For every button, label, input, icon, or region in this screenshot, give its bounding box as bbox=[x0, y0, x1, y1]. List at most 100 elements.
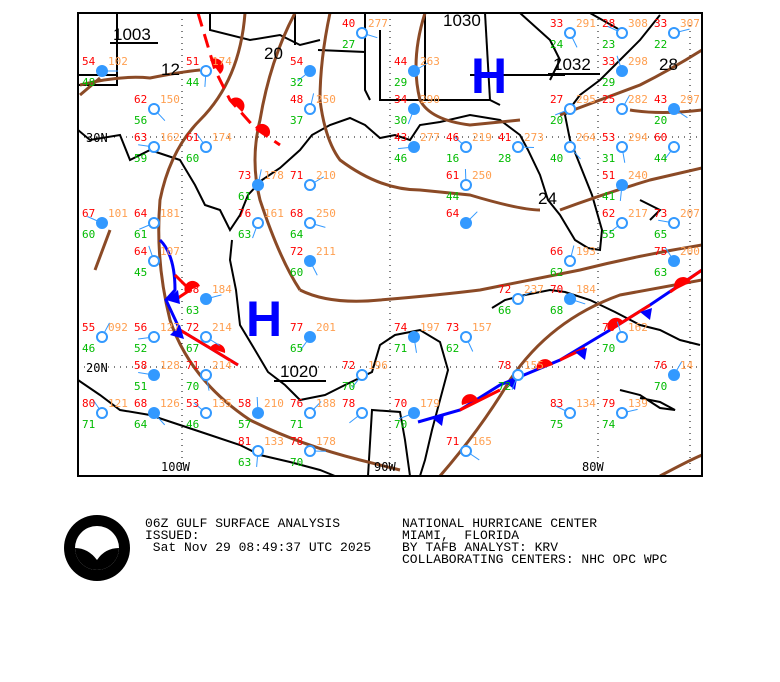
station-circle-icon bbox=[148, 369, 160, 381]
dewpoint: 71 bbox=[290, 418, 303, 431]
station-plot: 73 65 207 bbox=[654, 207, 700, 241]
station-plot: 71 210 bbox=[290, 169, 336, 191]
station-plot: 75 63 200 bbox=[654, 245, 700, 279]
pressure: 295 bbox=[576, 93, 596, 106]
station-circle-icon bbox=[200, 65, 212, 77]
dewpoint: 71 bbox=[394, 342, 407, 355]
dewpoint: 32 bbox=[290, 76, 303, 89]
station-plot: 27 20 295 bbox=[550, 93, 596, 127]
issued-time: Sat Nov 29 08:49:37 UTC 2025 bbox=[145, 540, 371, 555]
pressure: 162 bbox=[160, 131, 180, 144]
high-pressure-symbol-north: H bbox=[471, 48, 507, 104]
pressure: 184 bbox=[576, 283, 596, 296]
isobar-label: 28 bbox=[659, 55, 678, 74]
station-circle-icon bbox=[200, 293, 212, 305]
station-plot: 76 71 188 bbox=[290, 397, 336, 431]
dewpoint: 22 bbox=[654, 38, 667, 51]
map-frame bbox=[77, 12, 703, 477]
pressure: 133 bbox=[264, 435, 284, 448]
station-plot: 83 75 134 bbox=[550, 397, 596, 431]
temperature: 53 bbox=[186, 397, 199, 410]
dewpoint: 64 bbox=[134, 418, 148, 431]
temperature: 33 bbox=[654, 17, 667, 30]
station-circle-icon bbox=[356, 407, 368, 419]
pressure: 307 bbox=[680, 17, 700, 30]
station-circle-icon bbox=[252, 179, 264, 191]
station-circle-icon bbox=[408, 141, 420, 153]
station-plot: 28 23 308 bbox=[602, 17, 648, 51]
temperature: 70 bbox=[602, 321, 615, 334]
station-plot: 70 70 162 bbox=[602, 321, 648, 355]
station-circle-icon bbox=[304, 65, 316, 77]
station-plot: 72 60 211 bbox=[290, 245, 336, 279]
station-circle-icon bbox=[408, 331, 420, 343]
station-plot: 73 62 157 bbox=[446, 321, 492, 355]
station-plot: 63 59 162 bbox=[134, 131, 180, 165]
dewpoint: 59 bbox=[134, 152, 147, 165]
station-circle-icon bbox=[304, 255, 316, 267]
temperature: 72 bbox=[498, 283, 511, 296]
temperature: 64 bbox=[446, 207, 460, 220]
dewpoint: 44 bbox=[186, 76, 200, 89]
station-circle-icon bbox=[408, 407, 420, 419]
station-plot: 43 20 297 bbox=[654, 93, 700, 127]
pressure: 155 bbox=[524, 359, 544, 372]
isobar-label: 12 bbox=[161, 60, 180, 79]
station-plot: 78 70 178 bbox=[290, 435, 336, 469]
station-plot: 72 67 214 bbox=[186, 321, 232, 355]
pressure: 157 bbox=[472, 321, 492, 334]
pressure: 197 bbox=[420, 321, 440, 334]
station-circle-icon bbox=[148, 141, 160, 153]
temperature: 63 bbox=[134, 131, 147, 144]
station-plot: 56 52 127 bbox=[134, 321, 180, 355]
dewpoint: 37 bbox=[290, 114, 303, 127]
temperature: 67 bbox=[82, 207, 95, 220]
stationary-front-west-gulf bbox=[158, 238, 239, 367]
dewpoint: 31 bbox=[602, 152, 615, 165]
pressure: 128 bbox=[160, 359, 180, 372]
pressure: 297 bbox=[680, 93, 700, 106]
pressure: 308 bbox=[628, 17, 648, 30]
temperature: 73 bbox=[446, 321, 459, 334]
station-circle-icon bbox=[564, 407, 576, 419]
station-circle-icon bbox=[564, 27, 576, 39]
temperature: 70 bbox=[394, 397, 407, 410]
pressure: 174 bbox=[212, 55, 232, 68]
temperature: 62 bbox=[602, 207, 615, 220]
station-circle-icon bbox=[304, 179, 316, 191]
dewpoint: 70 bbox=[602, 342, 615, 355]
temperature: 80 bbox=[82, 397, 95, 410]
station-circle-icon bbox=[252, 445, 264, 457]
analyst: BY TAFB ANALYST: KRV bbox=[402, 540, 558, 555]
noaa-logo bbox=[64, 515, 130, 581]
station-circle-icon bbox=[564, 293, 576, 305]
dewpoint: 30 bbox=[394, 114, 407, 127]
station-plot: 34 30 290 bbox=[394, 93, 440, 127]
station-circle-icon bbox=[200, 369, 212, 381]
pressure: 294 bbox=[628, 131, 648, 144]
pressure: 178 bbox=[264, 169, 284, 182]
station-circle-icon bbox=[148, 331, 160, 343]
lat-label-20n: 20N bbox=[86, 361, 108, 375]
station-circle-icon bbox=[616, 217, 628, 229]
dewpoint: 29 bbox=[394, 76, 407, 89]
dewpoint: 23 bbox=[602, 38, 615, 51]
station-circle-icon bbox=[616, 179, 628, 191]
station-plot: 76 63 161 bbox=[238, 207, 284, 241]
temperature: 73 bbox=[238, 169, 251, 182]
dewpoint: 64 bbox=[290, 228, 304, 241]
temperature: 68 bbox=[134, 397, 147, 410]
station-circle-icon bbox=[460, 217, 472, 229]
pressure: 207 bbox=[680, 207, 700, 220]
station-plot: 41 28 273 bbox=[498, 131, 544, 165]
station-plot: 80 71 121 bbox=[82, 397, 128, 431]
pressure: 277 bbox=[368, 17, 388, 30]
temperature: 72 bbox=[186, 321, 199, 334]
temperature: 41 bbox=[498, 131, 511, 144]
station-circle-icon bbox=[96, 217, 108, 229]
temperature: 66 bbox=[550, 245, 563, 258]
station-circle-icon bbox=[668, 255, 680, 267]
dewpoint: 45 bbox=[134, 266, 147, 279]
station-circle-icon bbox=[408, 103, 420, 115]
